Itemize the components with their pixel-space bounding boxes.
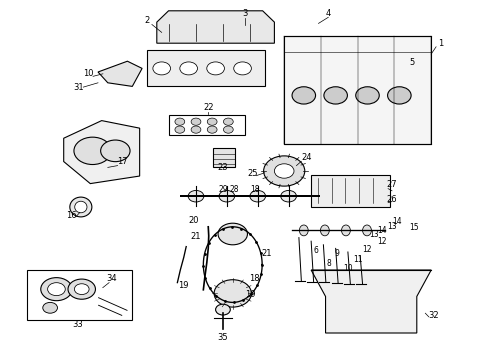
Text: 15: 15 — [409, 223, 419, 232]
Circle shape — [281, 190, 296, 202]
Text: 13: 13 — [369, 230, 379, 239]
Circle shape — [207, 126, 217, 133]
Circle shape — [223, 118, 233, 125]
Text: 26: 26 — [387, 195, 397, 204]
Text: 34: 34 — [106, 274, 117, 283]
Circle shape — [264, 156, 305, 186]
Circle shape — [250, 190, 266, 202]
Circle shape — [68, 279, 96, 299]
Text: 11: 11 — [353, 256, 363, 264]
Text: 20: 20 — [188, 216, 199, 225]
Text: 22: 22 — [203, 103, 214, 112]
Text: 32: 32 — [428, 311, 439, 320]
Circle shape — [292, 87, 316, 104]
Bar — [169, 115, 245, 135]
Text: 14: 14 — [392, 217, 402, 226]
Text: 29: 29 — [218, 185, 228, 194]
Text: 24: 24 — [301, 153, 312, 162]
Circle shape — [191, 126, 201, 133]
Ellipse shape — [70, 197, 92, 217]
Text: 12: 12 — [362, 245, 371, 253]
Text: 19: 19 — [245, 290, 255, 299]
Circle shape — [48, 283, 65, 296]
Bar — [284, 36, 431, 144]
Circle shape — [74, 284, 89, 294]
Text: 6: 6 — [314, 246, 318, 255]
Circle shape — [43, 302, 57, 313]
Circle shape — [175, 118, 185, 125]
Ellipse shape — [74, 201, 87, 213]
Text: 4: 4 — [326, 9, 331, 18]
Bar — [311, 175, 390, 207]
Ellipse shape — [363, 225, 371, 236]
Text: 23: 23 — [218, 163, 228, 172]
Circle shape — [216, 304, 230, 315]
Text: 16: 16 — [66, 211, 76, 220]
Bar — [27, 270, 132, 320]
Text: 25: 25 — [247, 170, 258, 179]
Text: 1: 1 — [439, 39, 443, 48]
Circle shape — [175, 126, 185, 133]
Text: 10: 10 — [343, 264, 353, 273]
Text: 8: 8 — [327, 259, 332, 268]
Text: 27: 27 — [387, 180, 397, 189]
Text: 28: 28 — [229, 185, 239, 194]
Circle shape — [191, 118, 201, 125]
Circle shape — [214, 280, 251, 307]
Text: 13: 13 — [387, 222, 397, 231]
Text: 14: 14 — [377, 226, 387, 235]
Text: 18: 18 — [249, 274, 260, 283]
Text: 21: 21 — [262, 249, 272, 258]
Circle shape — [223, 126, 233, 133]
Text: 2: 2 — [145, 17, 149, 26]
Text: 9: 9 — [335, 249, 340, 258]
Circle shape — [219, 190, 235, 202]
Text: 5: 5 — [409, 58, 414, 67]
Text: 3: 3 — [243, 9, 247, 18]
Text: 10: 10 — [83, 69, 94, 78]
Text: 19: 19 — [178, 281, 189, 290]
Text: 21: 21 — [191, 233, 201, 242]
Circle shape — [100, 140, 130, 162]
Circle shape — [74, 137, 111, 165]
Text: 35: 35 — [218, 333, 228, 342]
Circle shape — [207, 62, 224, 75]
Circle shape — [388, 87, 411, 104]
Circle shape — [324, 87, 347, 104]
Text: 33: 33 — [72, 320, 83, 329]
Text: 18: 18 — [250, 185, 260, 194]
Text: 31: 31 — [73, 83, 84, 92]
Circle shape — [274, 164, 294, 178]
Circle shape — [41, 278, 72, 301]
Ellipse shape — [320, 225, 329, 236]
Bar — [213, 148, 235, 167]
Circle shape — [207, 118, 217, 125]
Polygon shape — [157, 11, 274, 43]
Ellipse shape — [299, 225, 308, 236]
Polygon shape — [98, 61, 142, 86]
Circle shape — [218, 223, 247, 245]
Bar — [147, 50, 265, 86]
Text: 12: 12 — [377, 237, 387, 246]
Ellipse shape — [342, 225, 350, 236]
Polygon shape — [64, 121, 140, 184]
Polygon shape — [311, 270, 431, 333]
Circle shape — [356, 87, 379, 104]
Circle shape — [180, 62, 197, 75]
Circle shape — [153, 62, 171, 75]
Circle shape — [234, 62, 251, 75]
Circle shape — [188, 190, 204, 202]
Text: 17: 17 — [117, 157, 128, 166]
